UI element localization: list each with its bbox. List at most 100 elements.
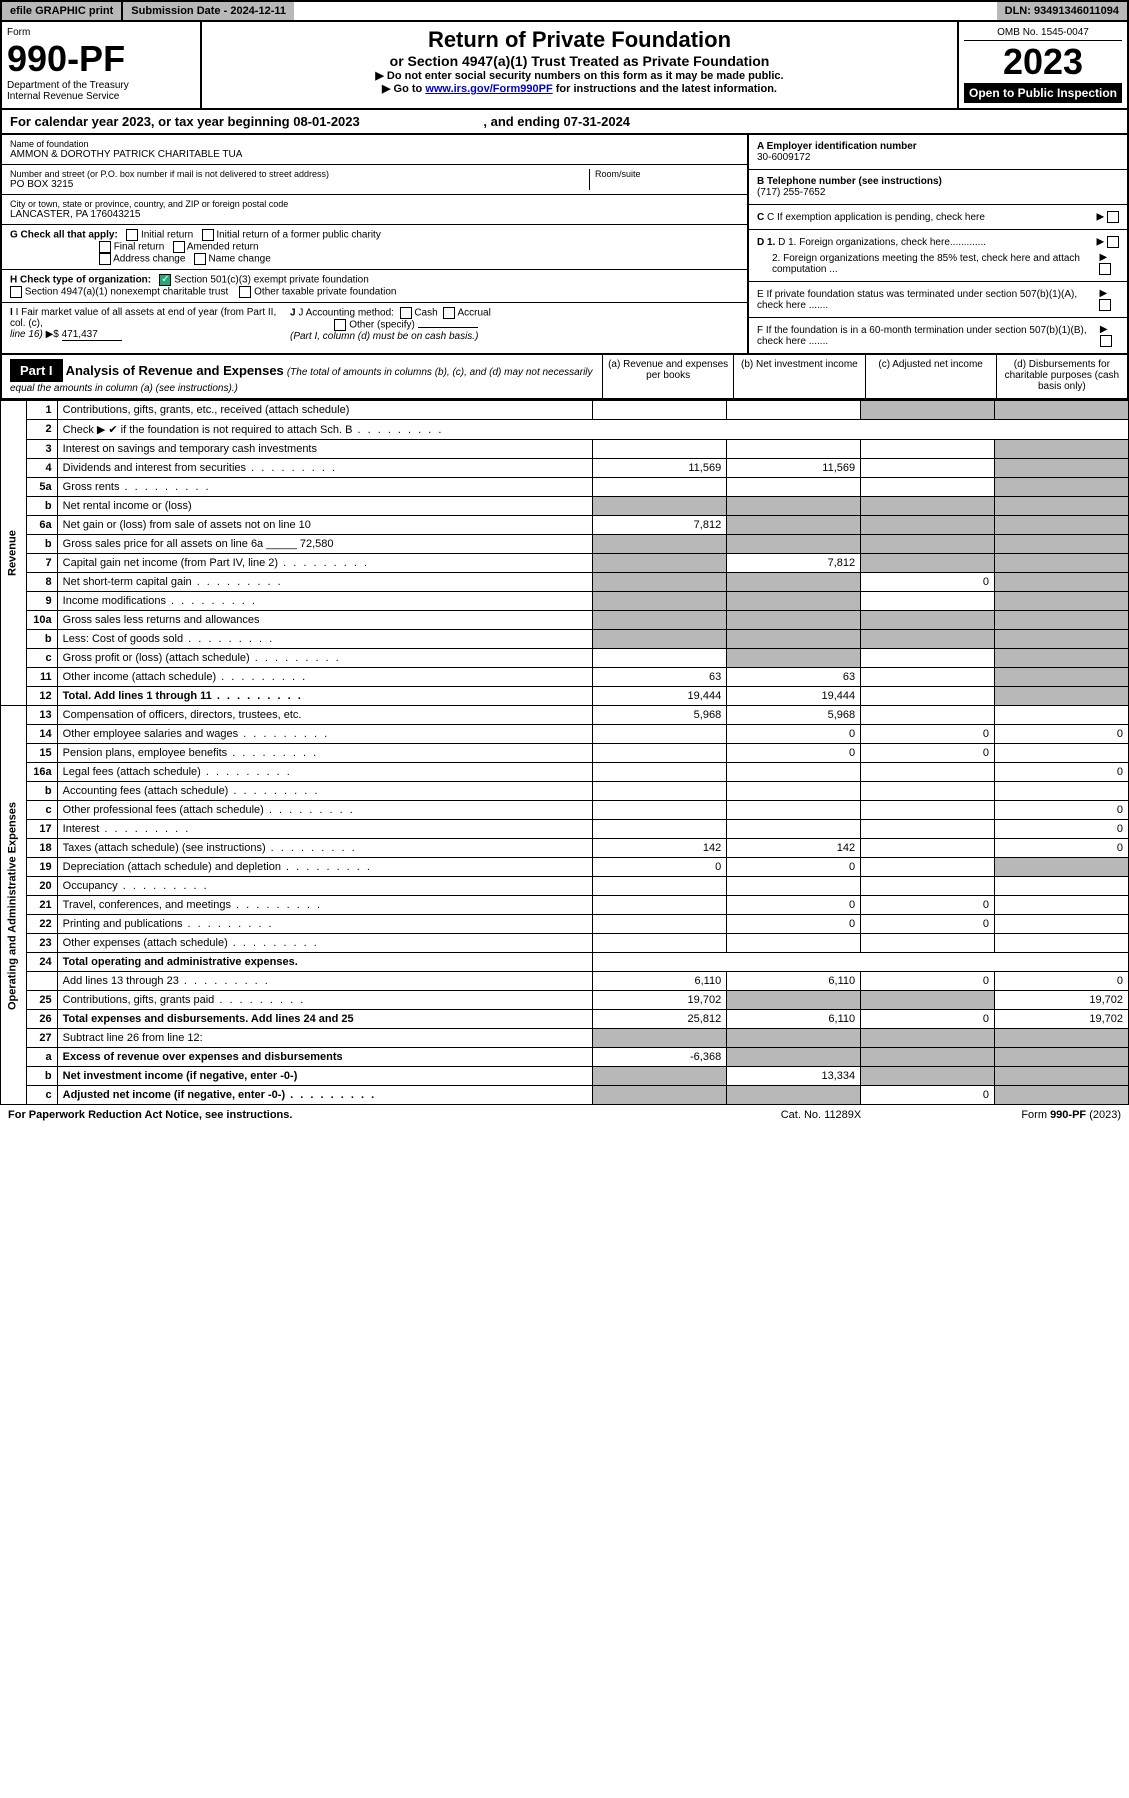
table-row: 25Contributions, gifts, grants paid19,70… [1, 991, 1129, 1010]
foundation-name-cell: Name of foundation AMMON & DOROTHY PATRI… [2, 135, 747, 165]
value-cell-d [995, 668, 1129, 687]
line-number: 11 [26, 668, 57, 687]
table-row: 8Net short-term capital gain0 [1, 573, 1129, 592]
value-cell-d [995, 497, 1129, 516]
line-number: b [26, 630, 57, 649]
value-cell-b [727, 440, 861, 459]
line-number: 15 [26, 744, 57, 763]
table-row: 12Total. Add lines 1 through 1119,44419,… [1, 687, 1129, 706]
line-number: c [26, 801, 57, 820]
value-cell-b [727, 401, 861, 420]
60month-checkbox[interactable] [1100, 335, 1112, 347]
form-label: Form [7, 27, 195, 38]
exemption-pending-checkbox[interactable] [1107, 211, 1119, 223]
table-row: bNet rental income or (loss) [1, 497, 1129, 516]
accrual-checkbox[interactable] [443, 307, 455, 319]
cash-checkbox[interactable] [400, 307, 412, 319]
value-cell-a [593, 763, 727, 782]
value-cell-b [727, 478, 861, 497]
value-cell-c [861, 858, 995, 877]
terminated-checkbox[interactable] [1099, 299, 1111, 311]
line-number: 22 [26, 915, 57, 934]
value-cell-b: 13,334 [727, 1067, 861, 1086]
line-number: 5a [26, 478, 57, 497]
line-description: Subtract line 26 from line 12: [57, 1029, 593, 1048]
value-cell-a [593, 801, 727, 820]
line-description: Interest [57, 820, 593, 839]
table-row: 9Income modifications [1, 592, 1129, 611]
value-cell-a: 25,812 [593, 1010, 727, 1029]
value-cell-b: 7,812 [727, 554, 861, 573]
value-cell-a: 11,569 [593, 459, 727, 478]
expenses-side-label: Operating and Administrative Expenses [1, 706, 27, 1105]
address-cell: Number and street (or P.O. box number if… [2, 165, 747, 195]
value-cell-c: 0 [861, 972, 995, 991]
value-cell-b [727, 1029, 861, 1048]
value-cell-b: 0 [727, 896, 861, 915]
value-cell-a [593, 611, 727, 630]
table-row: 24Total operating and administrative exp… [1, 953, 1129, 972]
table-row: 14Other employee salaries and wages000 [1, 725, 1129, 744]
name-change-checkbox[interactable] [194, 253, 206, 265]
value-cell-d [995, 915, 1129, 934]
line-number: 24 [26, 953, 57, 972]
value-cell-d [995, 744, 1129, 763]
line-number: 4 [26, 459, 57, 478]
value-cell-a: 63 [593, 668, 727, 687]
line-number [26, 972, 57, 991]
value-cell-b: 6,110 [727, 972, 861, 991]
table-row: 6aNet gain or (loss) from sale of assets… [1, 516, 1129, 535]
header-right: OMB No. 1545-0047 2023 Open to Public In… [957, 22, 1127, 108]
table-row: 3Interest on savings and temporary cash … [1, 440, 1129, 459]
line-description: Income modifications [57, 592, 593, 611]
table-row: bNet investment income (if negative, ent… [1, 1067, 1129, 1086]
foreign-org-checkbox[interactable] [1107, 236, 1119, 248]
amended-return-checkbox[interactable] [173, 241, 185, 253]
value-cell-c [861, 763, 995, 782]
line-description: Other expenses (attach schedule) [57, 934, 593, 953]
value-cell-d [995, 934, 1129, 953]
line-number: b [26, 535, 57, 554]
value-cell-a: 19,444 [593, 687, 727, 706]
value-cell-a: -6,368 [593, 1048, 727, 1067]
value-cell-a [593, 1029, 727, 1048]
501c3-checkbox[interactable] [159, 274, 171, 286]
table-row: 27Subtract line 26 from line 12: [1, 1029, 1129, 1048]
other-taxable-checkbox[interactable] [239, 286, 251, 298]
form-url-link[interactable]: www.irs.gov/Form990PF [425, 83, 552, 95]
value-cell-a [593, 820, 727, 839]
line-number: 6a [26, 516, 57, 535]
final-return-checkbox[interactable] [99, 241, 111, 253]
line-number: 20 [26, 877, 57, 896]
dept-treasury: Department of the Treasury [7, 80, 195, 91]
line-number: 2 [26, 420, 57, 440]
value-cell-a [593, 934, 727, 953]
line-number: 12 [26, 687, 57, 706]
value-cell-d [995, 1086, 1129, 1105]
line-description: Total. Add lines 1 through 11 [57, 687, 593, 706]
info-right: A Employer identification number 30-6009… [747, 135, 1127, 353]
value-cell-c: 0 [861, 1010, 995, 1029]
table-row: 22Printing and publications00 [1, 915, 1129, 934]
col-d-header: (d) Disbursements for charitable purpose… [996, 355, 1127, 398]
initial-former-checkbox[interactable] [202, 229, 214, 241]
line-description: Gross sales price for all assets on line… [57, 535, 593, 554]
address-change-checkbox[interactable] [99, 253, 111, 265]
value-cell-a [593, 1086, 727, 1105]
value-cell-c [861, 934, 995, 953]
line-number: 16a [26, 763, 57, 782]
value-cell-d [995, 877, 1129, 896]
table-row: 16aLegal fees (attach schedule)0 [1, 763, 1129, 782]
footer-right: Form 990-PF (2023) [921, 1109, 1121, 1121]
section-h: H Check type of organization: Section 50… [2, 270, 747, 303]
line-number: 21 [26, 896, 57, 915]
foreign-85-checkbox[interactable] [1099, 263, 1111, 275]
value-cell-d: 0 [995, 820, 1129, 839]
other-method-checkbox[interactable] [334, 319, 346, 331]
value-cell-a [593, 877, 727, 896]
4947a1-checkbox[interactable] [10, 286, 22, 298]
value-cell-b: 0 [727, 744, 861, 763]
value-cell-c [861, 516, 995, 535]
initial-return-checkbox[interactable] [126, 229, 138, 241]
part1-header-row: Part I Analysis of Revenue and Expenses … [0, 355, 1129, 400]
